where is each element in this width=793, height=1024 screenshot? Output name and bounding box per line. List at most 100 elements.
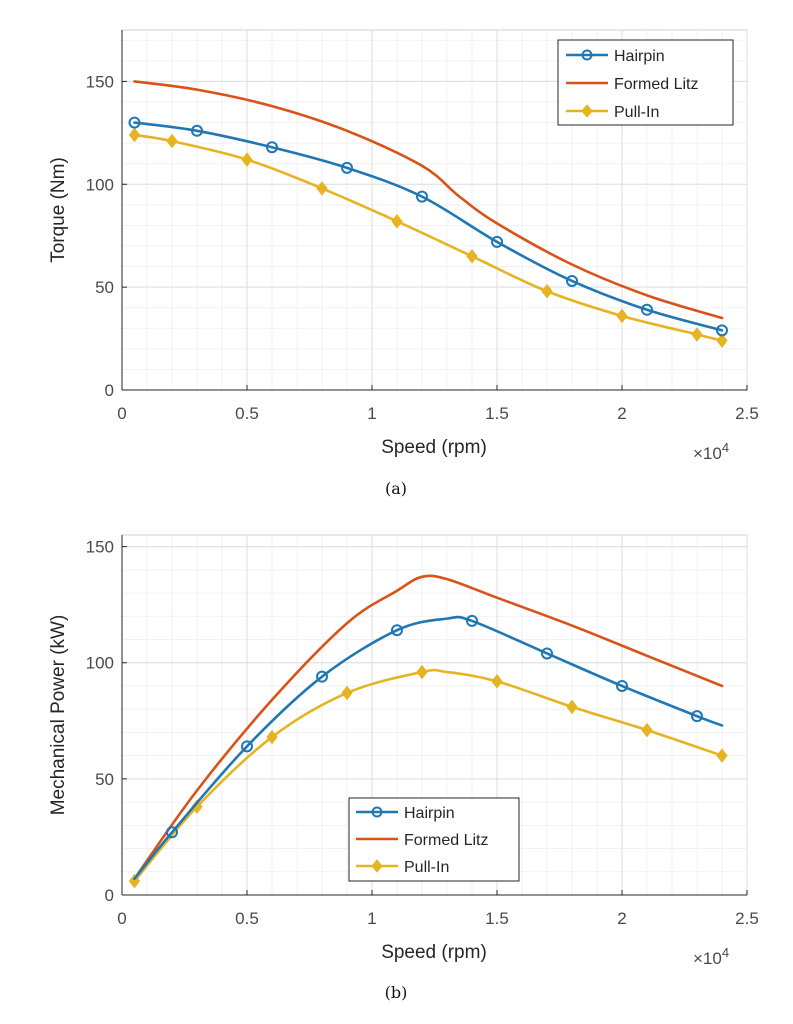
x-tick-label: 1 — [367, 404, 376, 423]
torque-legend-item-hairpin: Hairpin — [566, 48, 665, 65]
y-tick-label: 0 — [105, 381, 114, 400]
power-chart: 0 0.5 1 1.5 2 2.5 0 50 100 150 Speed (rpm) Mechan… — [48, 534, 759, 1002]
torque-legend-item-formed-litz: Formed Litz — [566, 76, 698, 93]
series-pull-in — [128, 664, 728, 889]
series-formed-litz — [133, 574, 724, 881]
data-point-hairpin — [128, 116, 141, 129]
data-point-hairpin — [166, 826, 178, 839]
power-x-multiplier: ×104 — [693, 945, 729, 968]
torque-legend-item-pull-in: Pull-In — [566, 104, 659, 121]
torque-x-multiplier: ×104 — [693, 440, 729, 463]
power-subcaption: (b) — [385, 983, 408, 1002]
data-point-hairpin — [191, 124, 203, 137]
series-hairpin — [128, 116, 728, 337]
y-tick-label: 150 — [86, 538, 114, 557]
data-point-hairpin — [416, 190, 428, 203]
y-tick-label: 100 — [86, 175, 114, 194]
legend-hairpin-label: Hairpin — [614, 48, 665, 65]
power-legend-item-formed-litz: Formed Litz — [356, 832, 488, 849]
series-line-pull-in — [133, 668, 724, 883]
series-line-formed-litz — [133, 574, 724, 881]
y-tick-label: 150 — [86, 72, 114, 91]
data-point-pull-in — [241, 152, 253, 167]
x-tick-label: 2 — [617, 909, 626, 928]
data-point-pull-in — [466, 248, 478, 264]
x-tick-label: 1.5 — [485, 909, 509, 928]
data-point-pull-in — [491, 674, 503, 689]
data-point-hairpin — [691, 710, 703, 723]
data-point-pull-in — [641, 722, 653, 738]
legend-pull-in-label: Pull-In — [614, 104, 659, 121]
legend-hairpin-marker — [581, 49, 593, 61]
y-tick-label: 100 — [86, 654, 114, 673]
y-tick-label: 0 — [105, 886, 114, 905]
data-point-pull-in — [716, 748, 728, 763]
data-point-hairpin — [266, 141, 278, 154]
x-tick-label: 2 — [617, 404, 626, 423]
legend-pull-in-marker — [581, 104, 593, 118]
torque-x-axis-label: Speed (rpm) — [381, 437, 487, 458]
data-point-pull-in — [616, 308, 628, 324]
power-x-axis-label: Speed (rpm) — [381, 942, 487, 963]
data-point-hairpin — [391, 624, 403, 637]
power-series-group — [128, 574, 728, 889]
legend-pull-in-label: Pull-In — [404, 859, 449, 876]
data-point-hairpin — [316, 670, 328, 683]
data-point-hairpin — [616, 679, 628, 692]
power-axes — [121, 535, 748, 896]
data-point-hairpin — [466, 614, 478, 627]
data-point-hairpin — [341, 161, 353, 174]
data-point-pull-in — [716, 333, 728, 348]
legend-hairpin-label: Hairpin — [404, 805, 455, 822]
data-point-hairpin — [641, 303, 653, 316]
torque-tick-labels: 0 0.5 1 1.5 2 2.5 0 50 100 150 — [86, 72, 759, 423]
legend-formed-litz-label: Formed Litz — [614, 76, 698, 93]
series-line-pull-in — [133, 133, 724, 342]
x-tick-label: 0 — [117, 909, 126, 928]
x-tick-label: 0.5 — [235, 909, 259, 928]
data-point-hairpin — [716, 324, 728, 337]
data-point-pull-in — [541, 283, 553, 299]
x-tick-label: 0 — [117, 404, 126, 423]
torque-chart: 0 0.5 1 1.5 2 2.5 0 50 100 150 Speed (rpm) Torque… — [48, 29, 759, 498]
y-tick-label: 50 — [95, 278, 114, 297]
power-y-axis-label: Mechanical Power (kW) — [48, 615, 69, 816]
torque-subcaption: (a) — [385, 479, 407, 498]
data-point-pull-in — [166, 133, 178, 149]
torque-axes — [121, 30, 748, 391]
data-point-pull-in — [128, 127, 141, 143]
data-point-pull-in — [191, 799, 203, 815]
data-point-hairpin — [541, 647, 553, 660]
data-point-pull-in — [416, 664, 428, 680]
power-plot-area — [121, 534, 748, 896]
x-tick-label: 1.5 — [485, 404, 509, 423]
legend-pull-in-marker — [371, 859, 383, 873]
data-point-hairpin — [566, 274, 578, 287]
data-point-pull-in — [566, 699, 578, 715]
legend-hairpin-marker — [371, 806, 383, 818]
power-legend-item-hairpin: Hairpin — [356, 805, 455, 822]
data-point-pull-in — [316, 181, 328, 196]
data-point-pull-in — [391, 213, 403, 229]
series-line-hairpin — [133, 615, 724, 881]
torque-series-group — [128, 80, 728, 348]
data-point-pull-in — [266, 729, 278, 745]
x-tick-label: 2.5 — [735, 404, 759, 423]
series-formed-litz — [133, 80, 724, 320]
data-point-hairpin — [491, 235, 503, 248]
data-point-pull-in — [128, 873, 141, 889]
series-hairpin — [133, 614, 724, 881]
power-legend: Hairpin Formed Litz Pull-In — [348, 797, 520, 882]
x-tick-label: 1 — [367, 909, 376, 928]
y-tick-label: 50 — [95, 770, 114, 789]
series-line-formed-litz — [133, 80, 724, 320]
torque-y-axis-label: Torque (Nm) — [48, 157, 69, 263]
x-tick-label: 0.5 — [235, 404, 259, 423]
data-point-pull-in — [341, 685, 353, 701]
data-point-hairpin — [241, 740, 253, 753]
x-tick-label: 2.5 — [735, 909, 759, 928]
series-pull-in — [128, 127, 728, 348]
power-tick-labels: 0 0.5 1 1.5 2 2.5 0 50 100 150 — [86, 538, 759, 928]
torque-legend: Hairpin Formed Litz Pull-In — [557, 39, 734, 126]
